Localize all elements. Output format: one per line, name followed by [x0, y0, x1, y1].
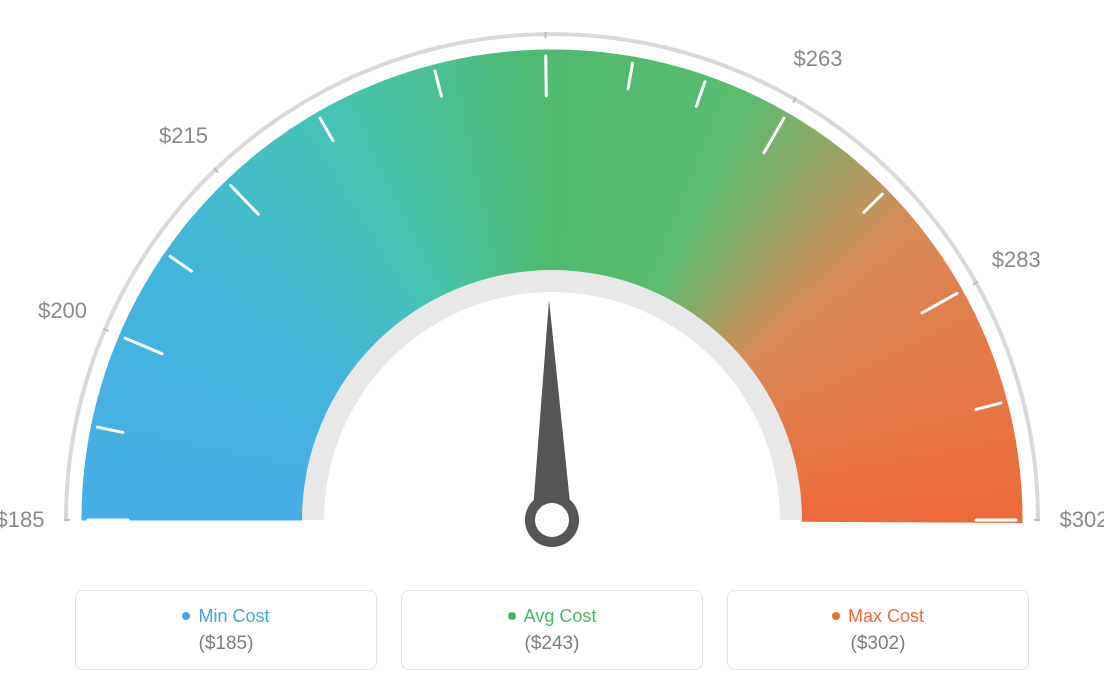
legend-row: Min Cost ($185) Avg Cost ($243) Max Cost…: [0, 590, 1104, 670]
legend-value: ($243): [525, 633, 580, 655]
legend-value: ($185): [199, 633, 254, 655]
gauge-tick-label: $185: [0, 507, 44, 533]
gauge-chart-container: $185 $200 $215 $243 $263 $283 $302 Min Cost ($…: [0, 0, 1104, 690]
legend-title-row: Min Cost: [182, 606, 269, 627]
gauge-tick-label: $200: [38, 298, 87, 324]
legend-title-row: Avg Cost: [508, 606, 597, 627]
dot-icon: [508, 612, 516, 620]
legend-card-max: Max Cost ($302): [727, 590, 1029, 670]
legend-card-min: Min Cost ($185): [75, 590, 377, 670]
gauge-tick-label: $243: [520, 0, 569, 1]
legend-title: Min Cost: [198, 606, 269, 627]
gauge-tick-label: $283: [992, 247, 1041, 273]
gauge-tick-label: $263: [794, 46, 843, 72]
legend-card-avg: Avg Cost ($243): [401, 590, 703, 670]
legend-title: Avg Cost: [524, 606, 597, 627]
dot-icon: [182, 612, 190, 620]
gauge-tick-label: $302: [1060, 507, 1104, 533]
dot-icon: [832, 612, 840, 620]
gauge-area: $185 $200 $215 $243 $263 $283 $302: [0, 0, 1104, 560]
legend-title-row: Max Cost: [832, 606, 924, 627]
legend-title: Max Cost: [848, 606, 924, 627]
gauge-tick-label: $215: [159, 123, 208, 149]
legend-value: ($302): [851, 633, 906, 655]
gauge-svg: [0, 0, 1104, 560]
